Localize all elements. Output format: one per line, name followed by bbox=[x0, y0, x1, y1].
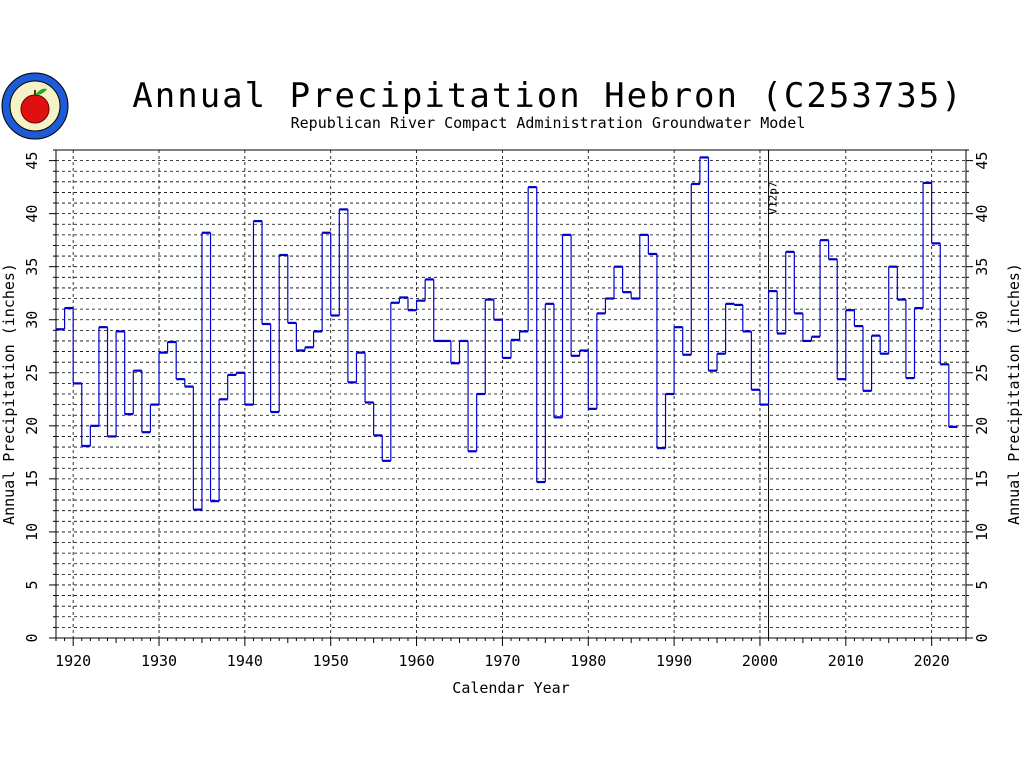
x-axis-label: Calendar Year bbox=[452, 679, 569, 697]
x-tick-label: 1950 bbox=[313, 652, 349, 670]
precipitation-series bbox=[56, 156, 958, 511]
grid-lines bbox=[56, 150, 966, 638]
x-tick-label: 2010 bbox=[828, 652, 864, 670]
y-axis: 0 0 5 5 10 10 15 15 20 20 25 25 30 30 35 35 40 40 45 45 bbox=[23, 149, 991, 643]
plot-frame bbox=[55, 149, 967, 639]
x-tick-label: 1940 bbox=[227, 652, 263, 670]
y-tick-label-left: 10 bbox=[23, 523, 41, 541]
x-tick-label: 1960 bbox=[399, 652, 435, 670]
y-tick-label-left: 30 bbox=[23, 311, 41, 329]
chart-subtitle: Republican River Compact Administration … bbox=[291, 114, 806, 132]
y-axis-label-right: Annual Precipitation (inches) bbox=[1005, 263, 1023, 525]
y-tick-label-left: 5 bbox=[23, 580, 41, 589]
x-tick-label: 2020 bbox=[914, 652, 950, 670]
y-tick-label-right: 30 bbox=[973, 311, 991, 329]
y-tick-label-left: 15 bbox=[23, 470, 41, 488]
x-tick-label: 1920 bbox=[55, 652, 91, 670]
logo-seal-icon bbox=[1, 72, 69, 140]
y-tick-label-left: 20 bbox=[23, 417, 41, 435]
y-tick-label-right: 25 bbox=[973, 364, 991, 382]
x-tick-label: 1980 bbox=[570, 652, 606, 670]
y-tick-label-right: 40 bbox=[973, 205, 991, 223]
annotation-label: V12p7 bbox=[767, 181, 780, 214]
y-tick-label-right: 10 bbox=[973, 523, 991, 541]
y-tick-label-right: 0 bbox=[973, 633, 991, 642]
y-axis-label-left: Annual Precipitation (inches) bbox=[0, 263, 18, 525]
y-tick-label-right: 20 bbox=[973, 417, 991, 435]
y-tick-label-right: 5 bbox=[973, 580, 991, 589]
chart-title: Annual Precipitation Hebron (C253735) bbox=[132, 76, 963, 116]
y-tick-label-right: 45 bbox=[973, 152, 991, 170]
x-tick-label: 1970 bbox=[484, 652, 520, 670]
y-tick-label-right: 15 bbox=[973, 470, 991, 488]
x-tick-label: 2000 bbox=[742, 652, 778, 670]
y-tick-label-left: 0 bbox=[23, 633, 41, 642]
x-axis: 1920 1930 1940 1950 1960 1970 1980 1990 2000 2010… bbox=[55, 638, 967, 670]
y-tick-label-left: 45 bbox=[23, 152, 41, 170]
y-tick-label-left: 25 bbox=[23, 364, 41, 382]
x-tick-label: 1990 bbox=[656, 652, 692, 670]
x-tick-label: 1930 bbox=[141, 652, 177, 670]
y-tick-label-left: 40 bbox=[23, 205, 41, 223]
y-tick-label-left: 35 bbox=[23, 258, 41, 276]
y-tick-label-right: 35 bbox=[973, 258, 991, 276]
